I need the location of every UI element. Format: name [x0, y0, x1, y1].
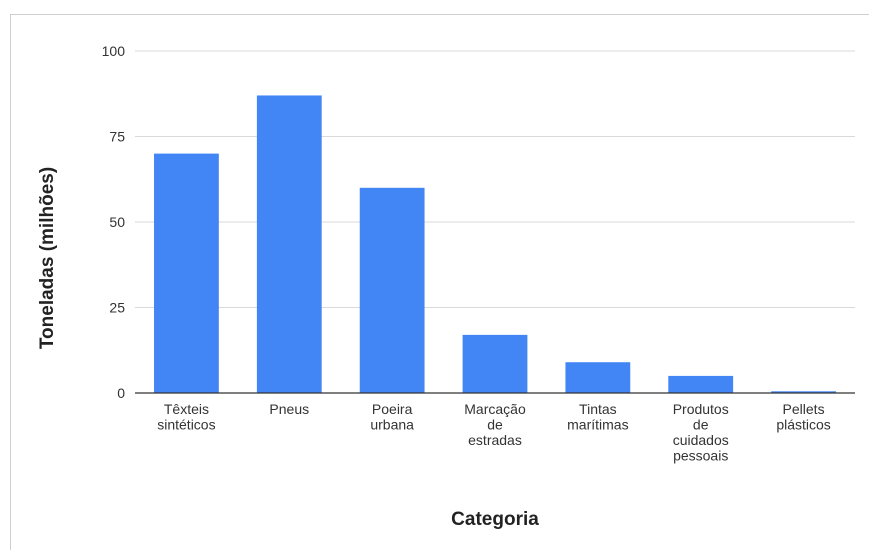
x-axis-title: Categoria: [451, 509, 539, 530]
x-tick-label: Pneus: [269, 401, 309, 417]
x-tick-label: Têxteis sintéticos: [157, 401, 215, 433]
bar: [154, 153, 219, 393]
bar: [359, 187, 425, 393]
y-tick-label: 100: [102, 43, 126, 59]
y-axis-title: Toneladas (milhões): [37, 167, 58, 349]
chart-frame: [10, 14, 869, 550]
x-tick-label: Produtos de cuidados pessoais: [673, 401, 729, 464]
y-tick-label: 25: [109, 300, 125, 316]
y-tick-label: 0: [117, 385, 125, 401]
bar: [462, 334, 528, 393]
x-tick-label: Tintas marítimas: [567, 401, 628, 433]
bar: [668, 375, 734, 393]
x-tick-label: Poeira urbana: [370, 401, 414, 433]
bar: [771, 391, 836, 393]
grid-lines: [135, 50, 855, 308]
x-tick-labels: Têxteis sintéticos Pneus Poeira urbana Marcaç…: [157, 401, 831, 464]
y-tick-label: 50: [109, 214, 125, 230]
bar: [565, 362, 631, 393]
bars: [154, 95, 836, 394]
y-tick-label: 75: [109, 129, 125, 145]
x-tick-label: Marcação de estradas: [464, 401, 526, 448]
y-tick-labels: 0 25 50 75 100: [102, 43, 126, 401]
bar: [256, 95, 322, 394]
x-tick-label: Pellets plásticos: [776, 401, 830, 433]
